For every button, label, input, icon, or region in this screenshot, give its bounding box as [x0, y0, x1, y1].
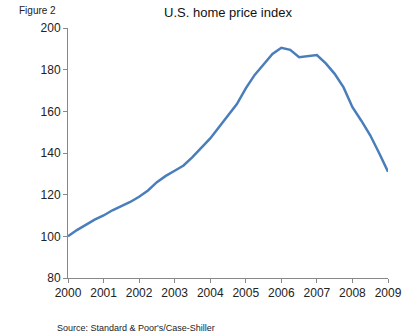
svg-text:2004: 2004	[197, 286, 224, 300]
svg-text:200: 200	[41, 21, 61, 35]
svg-text:2008: 2008	[339, 286, 366, 300]
svg-text:2009: 2009	[375, 286, 402, 300]
svg-text:2005: 2005	[232, 286, 259, 300]
svg-text:100: 100	[41, 230, 61, 244]
svg-text:120: 120	[41, 188, 61, 202]
svg-text:2002: 2002	[126, 286, 153, 300]
svg-text:140: 140	[41, 146, 61, 160]
svg-text:160: 160	[41, 105, 61, 119]
svg-text:2001: 2001	[90, 286, 117, 300]
svg-text:Figure 2: Figure 2	[19, 5, 56, 16]
svg-text:2007: 2007	[304, 286, 331, 300]
svg-text:80: 80	[47, 271, 61, 285]
svg-text:2003: 2003	[161, 286, 188, 300]
svg-text:180: 180	[41, 63, 61, 77]
svg-text:2006: 2006	[268, 286, 295, 300]
svg-text:Source: Standard & Poor's/Case: Source: Standard & Poor's/Case-Shiller	[57, 323, 215, 333]
svg-text:U.S. home price index: U.S. home price index	[164, 5, 292, 20]
svg-text:2000: 2000	[55, 286, 82, 300]
